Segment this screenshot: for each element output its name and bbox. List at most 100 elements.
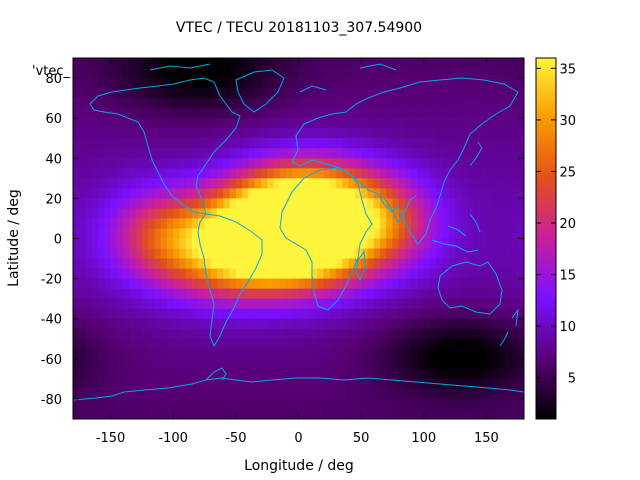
heatmap-cell [110, 308, 118, 320]
heatmap-cell [273, 348, 281, 360]
heatmap-cell [179, 148, 187, 159]
heatmap-cell [179, 358, 187, 370]
heatmap-cell [285, 138, 293, 149]
heatmap-cell [166, 248, 174, 260]
heatmap-cell [423, 78, 431, 89]
heatmap-cell [498, 118, 506, 129]
heatmap-cell [85, 338, 93, 350]
heatmap-cell [292, 378, 300, 390]
heatmap-cell [160, 98, 168, 109]
heatmap-cell [98, 248, 105, 260]
heatmap-cell [354, 298, 362, 310]
heatmap-cell [354, 168, 362, 179]
heatmap-cell [273, 228, 281, 240]
heatmap-cell [279, 88, 287, 99]
heatmap-cell [323, 88, 331, 99]
heatmap-cell [361, 218, 368, 230]
heatmap-cell [135, 108, 143, 119]
heatmap-cell [85, 148, 93, 159]
heatmap-cell [292, 328, 300, 340]
heatmap-cell [210, 248, 218, 260]
heatmap-cell [98, 318, 105, 330]
heatmap-cell [279, 218, 287, 230]
heatmap-cell [204, 298, 212, 310]
heatmap-cell [267, 78, 275, 89]
heatmap-cell [235, 168, 243, 179]
heatmap-cell [210, 228, 218, 240]
heatmap-cell [342, 358, 350, 370]
heatmap-cell [486, 288, 494, 300]
heatmap-cell [279, 278, 287, 290]
heatmap-cell [417, 348, 425, 360]
heatmap-cell [292, 178, 300, 189]
heatmap-cell [85, 68, 93, 79]
heatmap-cell [398, 218, 406, 230]
heatmap-cell [442, 388, 450, 400]
heatmap-cell [254, 298, 262, 310]
heatmap-cell [273, 168, 281, 179]
heatmap-cell [386, 388, 394, 400]
heatmap-cell [448, 288, 456, 300]
heatmap-cell [304, 208, 312, 220]
heatmap-cell [91, 298, 99, 310]
heatmap-cell [511, 368, 519, 380]
heatmap-cell [254, 208, 262, 220]
heatmap-cell [404, 308, 412, 320]
heatmap-cell [267, 288, 275, 300]
heatmap-cell [110, 78, 118, 89]
heatmap-cell [304, 78, 312, 89]
heatmap-cell [129, 108, 137, 119]
heatmap-cell [242, 198, 249, 210]
heatmap-cell [217, 88, 224, 99]
heatmap-cell [398, 278, 406, 290]
heatmap-cell [298, 108, 306, 119]
heatmap-cell [354, 218, 362, 230]
heatmap-cell [317, 218, 325, 230]
heatmap-cell [442, 348, 450, 360]
heatmap-cell [486, 238, 494, 250]
heatmap-cell [173, 408, 181, 419]
heatmap-cell [166, 308, 174, 320]
heatmap-cell [342, 398, 350, 410]
heatmap-cell [116, 168, 124, 179]
heatmap-cell [517, 348, 524, 360]
heatmap-cell [166, 218, 174, 230]
heatmap-cell [110, 278, 118, 290]
heatmap-cell [110, 328, 118, 340]
heatmap-cell [204, 188, 212, 199]
heatmap-cell [455, 128, 462, 139]
heatmap-cell [298, 378, 306, 390]
heatmap-cell [517, 268, 524, 280]
heatmap-cell [154, 178, 162, 189]
heatmap-cell [254, 308, 262, 320]
heatmap-cell [304, 308, 312, 320]
heatmap-cell [123, 98, 130, 109]
heatmap-cell [480, 248, 488, 260]
heatmap-cell [204, 58, 212, 69]
heatmap-cell [254, 218, 262, 230]
heatmap-cell [116, 278, 124, 290]
heatmap-cell [367, 368, 375, 380]
heatmap-cell [279, 148, 287, 159]
heatmap-cell [154, 348, 162, 360]
heatmap-cell [336, 368, 343, 380]
heatmap-cell [141, 408, 149, 419]
heatmap-cell [311, 378, 318, 390]
heatmap-cell [455, 318, 462, 330]
heatmap-cell [498, 148, 506, 159]
heatmap-cell [141, 238, 149, 250]
heatmap-cell [73, 128, 80, 139]
heatmap-cell [442, 398, 450, 410]
heatmap-cell [430, 378, 437, 390]
heatmap-cell [442, 318, 450, 330]
heatmap-cell [179, 298, 187, 310]
heatmap-cell [354, 228, 362, 240]
heatmap-cell [398, 208, 406, 220]
heatmap-cell [292, 308, 300, 320]
x-tick-label: 100 [411, 431, 436, 446]
heatmap-cell [361, 128, 368, 139]
coastline-greenland [235, 69, 285, 113]
heatmap-cell [298, 118, 306, 129]
heatmap-cell [461, 378, 469, 390]
heatmap-cell [386, 368, 394, 380]
